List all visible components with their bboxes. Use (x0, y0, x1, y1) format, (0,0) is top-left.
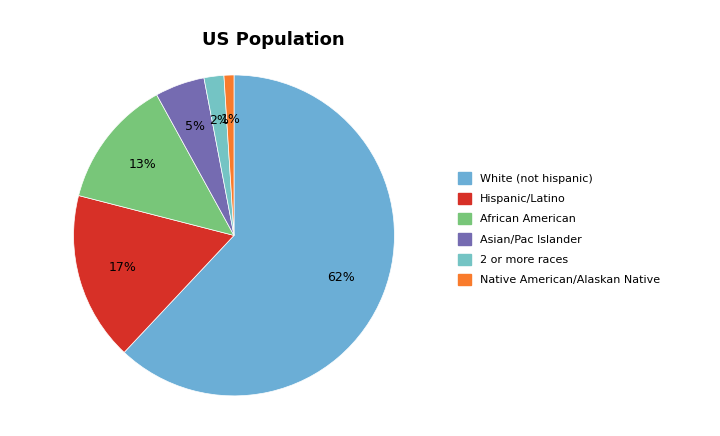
Wedge shape (224, 75, 234, 235)
Wedge shape (204, 75, 234, 235)
Wedge shape (157, 78, 234, 235)
Text: US Population: US Population (202, 31, 345, 48)
Text: 62%: 62% (328, 272, 355, 284)
Wedge shape (73, 195, 234, 352)
Text: 1%: 1% (220, 113, 240, 126)
Text: 2%: 2% (210, 114, 230, 127)
Wedge shape (124, 75, 395, 396)
Text: 13%: 13% (129, 158, 156, 171)
Text: 5%: 5% (185, 120, 205, 133)
Legend: White (not hispanic), Hispanic/Latino, African American, Asian/Pac Islander, 2 o: White (not hispanic), Hispanic/Latino, A… (452, 167, 665, 291)
Text: 17%: 17% (109, 261, 137, 274)
Wedge shape (78, 95, 234, 235)
